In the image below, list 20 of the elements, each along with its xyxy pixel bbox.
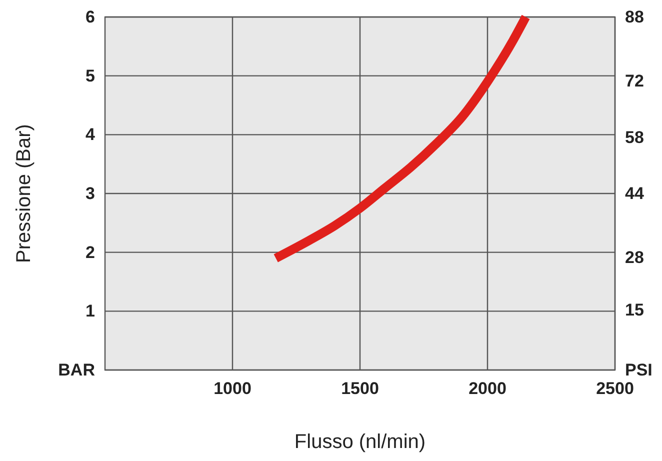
- y2-tick-label: 88: [625, 7, 644, 26]
- y2-tick-label: 72: [625, 72, 644, 91]
- y-tick-label: 5: [86, 66, 95, 86]
- y2-tick-label: 44: [625, 184, 644, 203]
- y-tick-label: 4: [86, 125, 96, 144]
- y-tick-label: 3: [86, 184, 95, 203]
- x-axis-title: Flusso (nl/min): [294, 431, 426, 453]
- y-axis-title: Pressione (Bar): [13, 124, 35, 263]
- x-tick-label: 2000: [468, 379, 506, 398]
- x-tick-label: 2500: [596, 379, 634, 398]
- y-tick-label: BAR: [58, 360, 95, 380]
- x-tick-label: 1000: [214, 379, 252, 398]
- y2-tick-label: 15: [625, 300, 644, 320]
- y2-tick-label: PSI: [625, 360, 652, 380]
- y-tick-label: 2: [86, 242, 95, 262]
- x-tick-label: 1500: [341, 379, 379, 398]
- y2-tick-label: 28: [625, 248, 644, 268]
- y-tick-label: 1: [86, 302, 95, 321]
- y2-tick-label: 58: [625, 128, 644, 147]
- y-tick-label: 6: [86, 7, 95, 26]
